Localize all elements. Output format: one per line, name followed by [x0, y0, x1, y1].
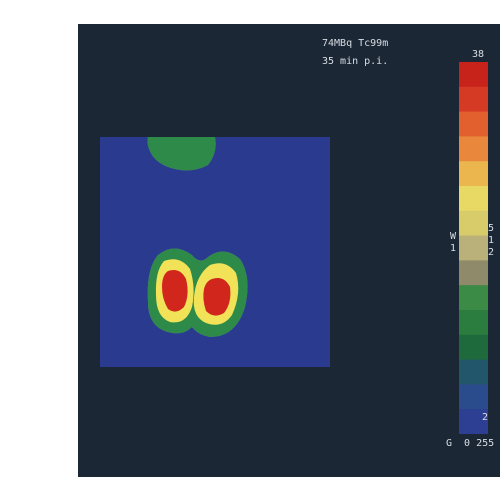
- thyroid-scan-image: [100, 137, 330, 367]
- color-scale-segment: [459, 384, 488, 410]
- color-scale-bar: [459, 62, 488, 434]
- zoom-label: 5 1 2: [488, 223, 495, 258]
- color-scale-segment: [459, 210, 488, 237]
- thyroid-scan-graphic: [147, 137, 248, 337]
- upper-uptake-region: [147, 137, 216, 171]
- color-scale-segment: [459, 161, 488, 187]
- color-scale-segment: [459, 334, 488, 361]
- colorbar-max-value: 38: [472, 49, 485, 60]
- color-scale-segment: [459, 409, 488, 434]
- color-scale-segment: [459, 359, 488, 385]
- thyroid-left-lobe-hot: [162, 270, 188, 312]
- colorbar-min-value: 2: [482, 412, 489, 423]
- scintigraphy-panel: 74MBq Tc99m 35 min p.i.: [78, 24, 500, 477]
- color-scale-segment: [459, 285, 488, 311]
- color-scale-segment: [459, 86, 488, 113]
- gray-scale-label: G 0 255: [446, 438, 495, 449]
- window-label: W 1: [450, 231, 457, 254]
- color-scale-segment: [459, 136, 488, 162]
- activity-label: 74MBq Tc99m: [322, 38, 389, 49]
- color-scale-segment: [459, 310, 488, 336]
- thyroid-right-lobe-hot: [203, 278, 231, 316]
- color-scale-segment: [459, 260, 488, 286]
- color-scale-segment: [459, 186, 488, 212]
- color-scale-segment: [459, 62, 488, 88]
- color-scale-segment: [459, 111, 488, 137]
- color-scale-segment: [459, 235, 488, 261]
- time-label: 35 min p.i.: [322, 56, 389, 67]
